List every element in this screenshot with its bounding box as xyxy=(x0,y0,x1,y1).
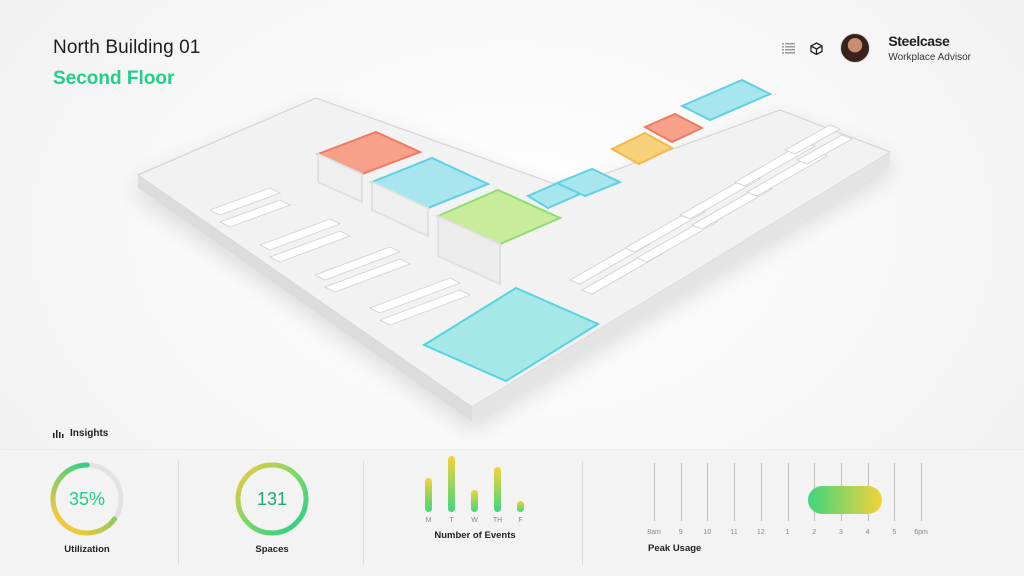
peak-range-pill[interactable] xyxy=(808,486,882,514)
hour-gridline xyxy=(707,463,709,521)
event-day-label: TH xyxy=(492,517,503,524)
peak-usage-label: Peak Usage xyxy=(648,543,702,554)
spaces-label: Spaces xyxy=(255,544,289,555)
hour-gridline xyxy=(921,463,922,521)
brand-subtitle: Workplace Advisor xyxy=(888,52,971,63)
user-avatar[interactable] xyxy=(840,33,871,63)
spaces-ring: 131 xyxy=(234,461,310,537)
event-bar-column: W xyxy=(463,490,486,524)
event-bar xyxy=(471,490,478,512)
event-bar-column: F xyxy=(509,501,532,524)
hour-label: 3 xyxy=(838,529,843,536)
utilization-metric[interactable]: 35% Utilization xyxy=(48,461,126,555)
event-bar-column: TH xyxy=(486,467,509,524)
hour-label: 12 xyxy=(756,529,765,536)
header-toolbar: Steelcase Workplace Advisor xyxy=(768,33,971,63)
event-bar xyxy=(517,501,524,512)
event-day-label: F xyxy=(518,517,523,524)
hour-gridline xyxy=(734,463,736,521)
bar-chart-icon xyxy=(53,430,64,438)
hour-label: 2 xyxy=(812,529,817,536)
building-title: North Building 01 xyxy=(53,37,201,58)
floor-plan-3d[interactable] xyxy=(120,70,910,440)
hour-label: 1 xyxy=(785,529,790,536)
event-bar-column: M xyxy=(417,478,440,524)
event-bar xyxy=(448,456,455,512)
peak-usage-chart[interactable]: 8am 9 10 11 12 1 2 3 4 5 6pm xyxy=(644,463,934,538)
hour-label: 5 xyxy=(892,529,897,536)
hour-gridline xyxy=(894,463,896,521)
hour-gridline xyxy=(760,463,762,521)
events-bar-chart: M T W TH F xyxy=(415,456,535,524)
utilization-label: Utilization xyxy=(64,544,110,555)
hour-gridline xyxy=(654,463,655,521)
event-day-label: M xyxy=(425,517,432,524)
utilization-ring: 35% xyxy=(49,461,125,537)
event-day-label: T xyxy=(449,517,454,524)
header-titles: North Building 01 Second Floor xyxy=(53,37,200,90)
event-bar-column: T xyxy=(440,456,463,524)
events-label: Number of Events xyxy=(434,530,516,541)
hour-label: 6pm xyxy=(914,529,928,536)
hour-label: 8am xyxy=(647,529,661,536)
utilization-value: 35% xyxy=(68,488,106,509)
hour-label: 4 xyxy=(865,529,870,536)
cube-icon[interactable] xyxy=(808,40,824,56)
floor-title: Second Floor xyxy=(53,68,175,89)
list-icon[interactable] xyxy=(780,40,796,56)
event-day-label: W xyxy=(471,517,478,524)
spaces-metric[interactable]: 131 Spaces xyxy=(233,461,311,555)
insights-label: Insights xyxy=(70,428,109,439)
divider xyxy=(582,461,583,565)
brand-name: Steelcase xyxy=(888,33,950,49)
event-bar xyxy=(494,467,501,512)
brand-block: Steelcase Workplace Advisor xyxy=(888,33,971,63)
events-metric[interactable]: M T W TH F Number of Events xyxy=(415,456,535,541)
divider xyxy=(363,461,364,565)
hour-label: 10 xyxy=(703,529,712,536)
event-bar xyxy=(425,478,432,512)
hour-gridline xyxy=(787,463,789,521)
insights-header[interactable]: Insights xyxy=(53,428,108,439)
spaces-value: 131 xyxy=(256,488,288,509)
hour-label: 11 xyxy=(730,529,738,536)
divider xyxy=(178,461,179,565)
hour-label: 9 xyxy=(678,529,683,536)
hour-gridline xyxy=(680,463,682,521)
